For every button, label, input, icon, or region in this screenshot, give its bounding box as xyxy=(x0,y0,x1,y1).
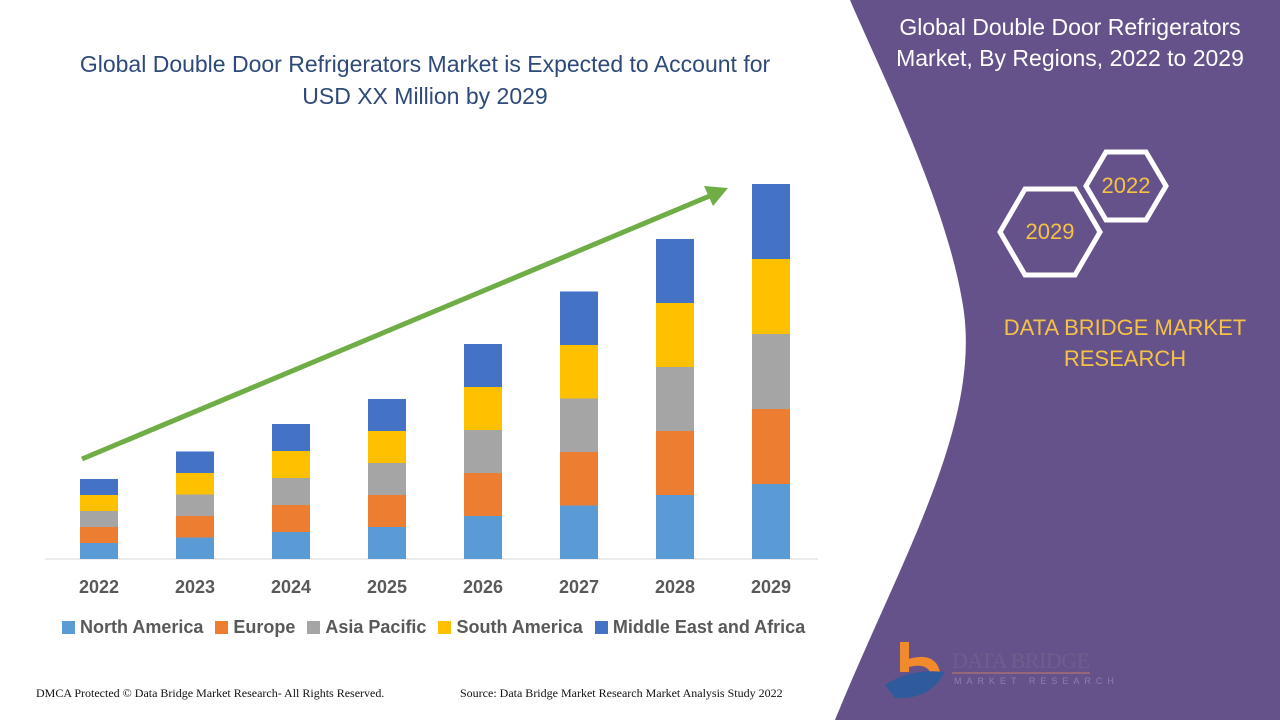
x-tick-label: 2029 xyxy=(751,577,791,597)
bar-segment xyxy=(752,484,790,559)
bar-segment xyxy=(656,495,694,559)
legend-label: North America xyxy=(80,617,204,637)
legend-label: Middle East and Africa xyxy=(612,617,806,637)
chart-title: Global Double Door Refrigerators Market … xyxy=(79,51,771,109)
x-tick-label: 2028 xyxy=(655,577,695,597)
bar-segment xyxy=(368,431,406,463)
logo-text: DATA BRIDGE xyxy=(952,648,1090,673)
hexagon-2029 xyxy=(997,186,1103,278)
bar-segment xyxy=(656,303,694,367)
bar-segment xyxy=(464,430,502,473)
bar-segment xyxy=(272,424,310,451)
legend-item: North America xyxy=(62,617,203,638)
bar-segment xyxy=(752,259,790,334)
hex-label-2022: 2022 xyxy=(1101,173,1151,198)
x-tick-label: 2022 xyxy=(79,577,119,597)
legend-swatch xyxy=(438,621,452,634)
x-tick-label: 2027 xyxy=(559,577,599,597)
bar-segment xyxy=(656,239,694,303)
bar-segment xyxy=(80,543,118,559)
bar-segment xyxy=(176,537,214,559)
bar-segment xyxy=(752,334,790,409)
x-tick-label: 2023 xyxy=(175,577,215,597)
bar-segment xyxy=(656,367,694,431)
bar-segment xyxy=(176,451,214,473)
bar-segment xyxy=(560,505,598,559)
bar-segment xyxy=(80,479,118,495)
bar-segment xyxy=(752,184,790,259)
x-tick-label: 2026 xyxy=(463,577,503,597)
bar-segment xyxy=(368,463,406,495)
legend-label: Asia Pacific xyxy=(325,617,427,637)
bar-segment xyxy=(560,452,598,506)
bar-segment xyxy=(176,494,214,516)
bar-segment xyxy=(656,431,694,495)
bar-segment xyxy=(560,345,598,399)
x-tick-label: 2024 xyxy=(271,577,311,597)
bar-segment xyxy=(80,527,118,543)
side-panel-title: Global Double Door Refrigerators Market,… xyxy=(896,14,1244,71)
bar-segment xyxy=(176,516,214,538)
bar-segment xyxy=(272,532,310,559)
legend-swatch xyxy=(215,621,229,634)
footer-copyright: DMCA Protected © Data Bridge Market Rese… xyxy=(36,686,385,700)
bar-segment xyxy=(464,473,502,516)
x-tick-label: 2025 xyxy=(367,577,407,597)
footer-source: Source: Data Bridge Market Research Mark… xyxy=(460,686,783,700)
trend-arrow xyxy=(81,186,728,462)
legend-label: South America xyxy=(456,617,583,637)
bar-segment xyxy=(368,495,406,527)
bar-segment xyxy=(272,505,310,532)
side-panel xyxy=(835,0,1280,720)
bar-segment xyxy=(272,451,310,478)
hexagon-2022 xyxy=(1083,149,1169,223)
logo-icon xyxy=(885,642,945,699)
legend: North America Europe Asia Pacific South … xyxy=(62,617,805,638)
logo-subtext: MARKET RESEARCH xyxy=(954,676,1119,686)
legend-item: Asia Pacific xyxy=(307,617,426,638)
bar-segment xyxy=(80,495,118,511)
bar-segment xyxy=(272,478,310,505)
bar-segment xyxy=(368,527,406,559)
bar-segment xyxy=(560,291,598,345)
hex-label-2029: 2029 xyxy=(1025,219,1075,244)
legend-item: Europe xyxy=(215,617,295,638)
bar-segment xyxy=(464,516,502,559)
legend-swatch xyxy=(594,621,608,634)
brand-name: DATA BRIDGE MARKET RESEARCH xyxy=(1003,315,1247,371)
bar-segment xyxy=(464,344,502,387)
legend-item: Middle East and Africa xyxy=(594,617,806,638)
legend-item: South America xyxy=(438,617,583,638)
bar-segment xyxy=(560,398,598,452)
legend-swatch xyxy=(307,621,321,634)
bar-segment xyxy=(368,399,406,431)
bar-segment xyxy=(80,511,118,527)
legend-swatch xyxy=(62,621,75,634)
legend-label: Europe xyxy=(233,617,296,637)
bar-segment xyxy=(752,409,790,484)
bar-segment xyxy=(176,473,214,495)
bar-segment xyxy=(464,387,502,430)
